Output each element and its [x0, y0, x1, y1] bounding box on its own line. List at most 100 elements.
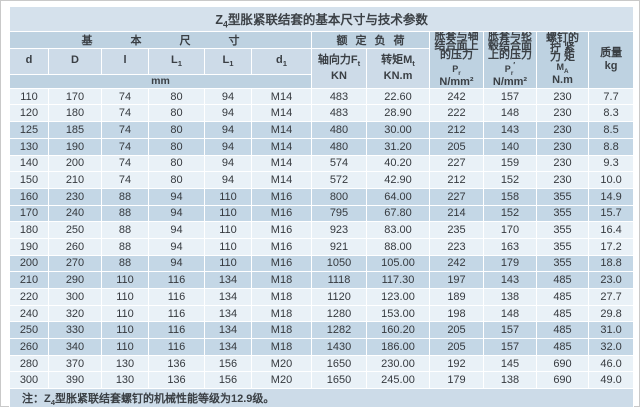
cell: 18.8 [587, 254, 635, 273]
cell: 370 [48, 354, 102, 373]
table-row: 160 230 88 94 110 M16 800 64.00 227 158 355 14.9 [9, 187, 635, 206]
note-row: 注：Z4型胀紧联结套螺钉的机械性能等级为12.9级。 [8, 388, 635, 408]
cell: 230 [536, 121, 589, 139]
cell: 230 [536, 171, 589, 189]
cell: 8.5 [587, 121, 635, 139]
cell: 125 [9, 121, 49, 139]
table-row: 120 180 74 80 94 M14 483 28.90 222 148 230 8.3 [9, 104, 635, 123]
cell: 198 [429, 304, 484, 323]
cell: 200 [48, 154, 102, 173]
cell: 130 [9, 137, 49, 156]
header-mass: 质量 kg [587, 31, 635, 89]
cell: 94 [204, 104, 252, 123]
unit-mm-row: mm [9, 73, 312, 89]
cell: M16 [251, 237, 312, 256]
cell: 210 [48, 171, 102, 189]
cell: 330 [48, 321, 102, 340]
cell: 223 [429, 237, 484, 256]
cell: 46.0 [587, 354, 635, 373]
cell: 150 [9, 171, 49, 189]
table-row: 150 210 74 80 94 M14 572 42.90 212 152 230 10.0 [9, 171, 635, 189]
col-D: D [48, 48, 102, 75]
cell: 32.0 [587, 338, 635, 356]
cell: 1118 [311, 271, 367, 290]
cell: 110 [204, 254, 252, 273]
table-row: 210 290 110 116 134 M18 1118 117.30 197 143 485 23.… [9, 271, 635, 290]
cell: 340 [48, 338, 102, 356]
cell: 30.00 [366, 121, 430, 139]
table-body: 110 170 74 80 94 M14 483 22.60 242 157 230 7.7 120 18… [9, 87, 635, 390]
cell: 230 [536, 87, 589, 106]
cell: 485 [536, 288, 589, 306]
cell: 110 [101, 321, 149, 340]
cell: 136 [148, 371, 205, 390]
cell: 242 [429, 254, 484, 273]
cell: 280 [9, 354, 49, 373]
cell: 8.3 [587, 104, 635, 123]
cell: M16 [251, 187, 312, 206]
table-row: 170 240 88 94 110 M16 795 67.80 214 152 355 15.7 [9, 204, 635, 223]
table-row: 125 185 74 80 94 M14 480 30.00 212 143 230 8.5 [9, 121, 635, 139]
cell: 240 [48, 204, 102, 223]
cell: 485 [536, 321, 589, 340]
cell: 186.00 [366, 338, 430, 356]
cell: 205 [429, 137, 484, 156]
cell: 110 [204, 221, 252, 239]
cell: 80 [148, 121, 205, 139]
cell: 80 [148, 171, 205, 189]
cell: 105.00 [366, 254, 430, 273]
cell: 480 [311, 137, 367, 156]
cell: 227 [429, 154, 484, 173]
cell: 485 [536, 338, 589, 356]
cell: 140 [483, 137, 537, 156]
cell: 230 [536, 104, 589, 123]
cell: 160 [9, 187, 49, 206]
cell: 190 [9, 237, 49, 256]
cell: 250 [9, 321, 49, 340]
cell: 1050 [311, 254, 367, 273]
cell: 88 [101, 221, 149, 239]
cell: M16 [251, 204, 312, 223]
cell: 290 [48, 271, 102, 290]
col-l: l [101, 48, 149, 75]
cell: 74 [101, 171, 149, 189]
cell: 1120 [311, 288, 367, 306]
cell: 156 [204, 371, 252, 390]
cell: 152 [483, 171, 537, 189]
cell: M14 [251, 154, 312, 173]
cell: M20 [251, 371, 312, 390]
header-torque: 转矩Mt KN.m [366, 48, 430, 89]
cell: 1650 [311, 354, 367, 373]
cell: 9.3 [587, 154, 635, 173]
cell: M20 [251, 354, 312, 373]
cell: 800 [311, 187, 367, 206]
cell: 94 [204, 154, 252, 173]
col-L1b: L1 [204, 48, 252, 75]
cell: 210 [9, 271, 49, 290]
cell: 94 [148, 221, 205, 239]
table-row: 180 250 88 94 110 M16 923 83.00 235 170 355 16.4 [9, 221, 635, 239]
cell: 485 [536, 271, 589, 290]
col-L1a: L1 [148, 48, 205, 75]
cell: 921 [311, 237, 367, 256]
cell: 170 [9, 204, 49, 223]
table-row: 130 190 74 80 94 M14 480 31.20 205 140 230 8.8 [9, 137, 635, 156]
cell: 17.2 [587, 237, 635, 256]
table-row: 220 300 110 116 134 M18 1120 123.00 189 138 485 27.… [9, 288, 635, 306]
cell: 14.9 [587, 187, 635, 206]
cell: M14 [251, 137, 312, 156]
cell: M14 [251, 121, 312, 139]
cell: 159 [483, 154, 537, 173]
cell: M18 [251, 288, 312, 306]
cell: 230 [48, 187, 102, 206]
cell: 138 [483, 288, 537, 306]
cell: 260 [9, 338, 49, 356]
table-row: 250 330 110 116 134 M18 1282 160.20 205 157 485 31.… [9, 321, 635, 340]
cell: 88.00 [366, 237, 430, 256]
cell: 300 [48, 288, 102, 306]
cell: 110 [204, 187, 252, 206]
cell: 15.7 [587, 204, 635, 223]
cell: 117.30 [366, 271, 430, 290]
table-row: 240 320 110 116 134 M18 1280 153.00 198 148 485 29.… [9, 304, 635, 323]
cell: 110 [9, 87, 49, 106]
